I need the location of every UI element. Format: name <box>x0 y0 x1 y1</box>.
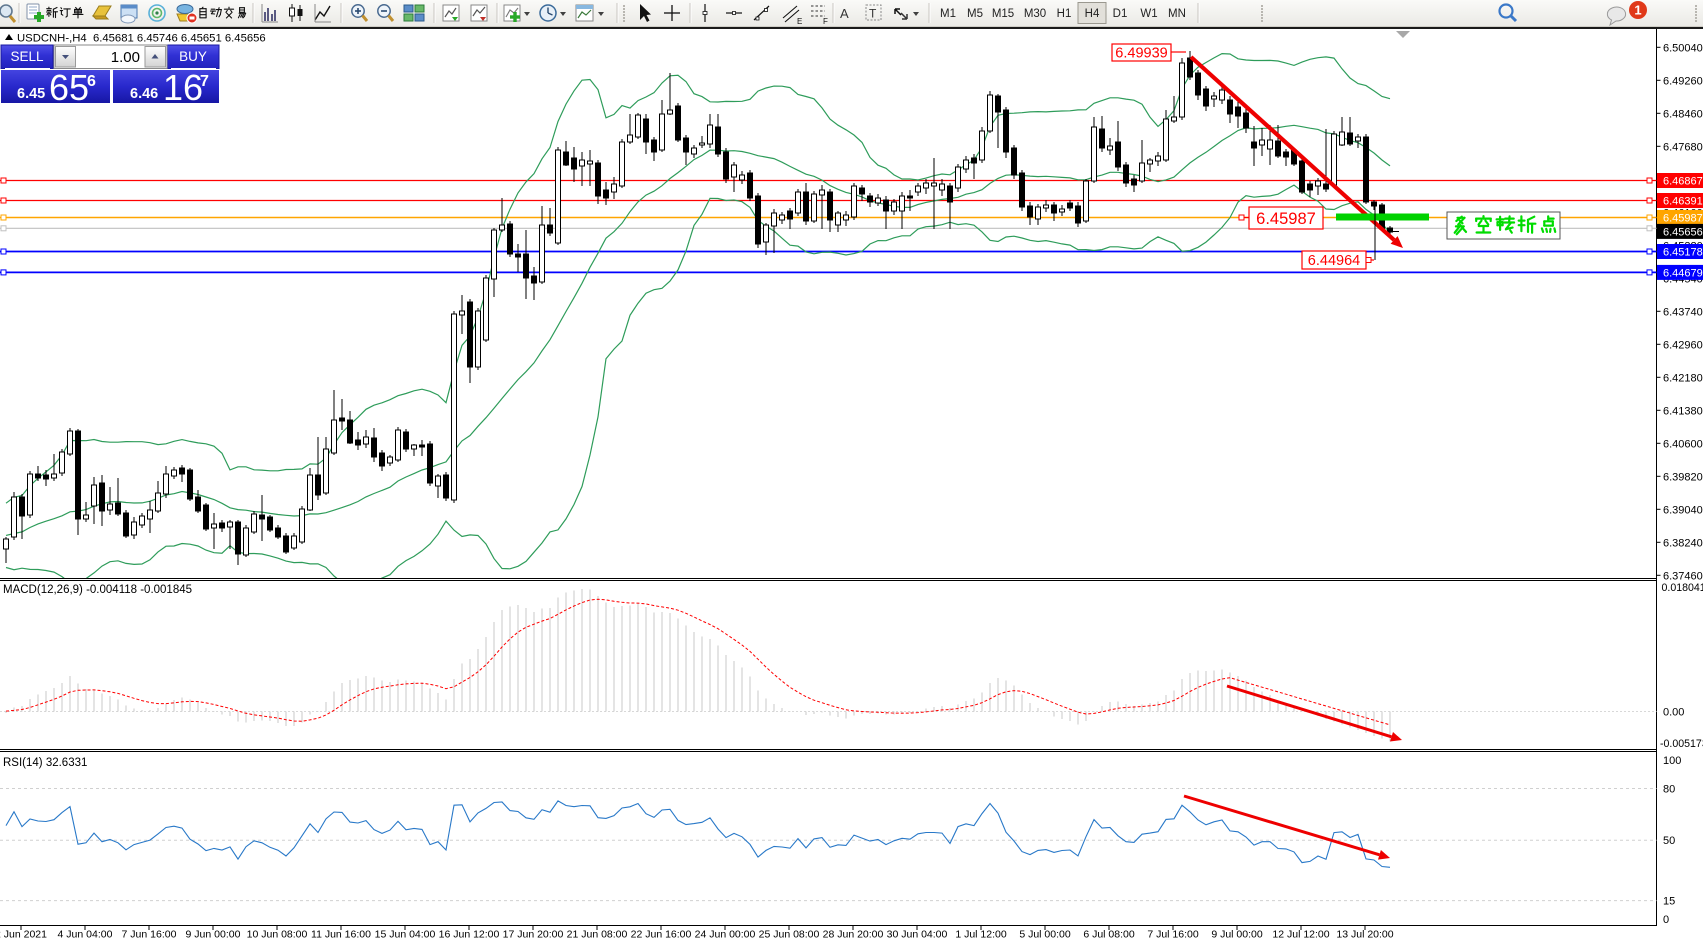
svg-text:0.00: 0.00 <box>1663 707 1684 719</box>
svg-text:2 Jun 2021: 2 Jun 2021 <box>0 929 47 940</box>
svg-text:M1: M1 <box>940 8 956 20</box>
svg-text:6.46391: 6.46391 <box>1663 196 1703 208</box>
svg-text:25 Jun 08:00: 25 Jun 08:00 <box>759 929 820 940</box>
svg-text:1.00: 1.00 <box>111 49 140 66</box>
svg-text:BUY: BUY <box>179 49 207 64</box>
svg-text:6.42180: 6.42180 <box>1663 372 1703 384</box>
svg-text:10 Jun 08:00: 10 Jun 08:00 <box>247 929 308 940</box>
svg-text:H1: H1 <box>1057 8 1072 20</box>
svg-text:6.40600: 6.40600 <box>1663 438 1703 450</box>
svg-text:6 Jul 08:00: 6 Jul 08:00 <box>1083 929 1135 940</box>
svg-text:H4: H4 <box>1085 8 1100 20</box>
svg-text:6.38240: 6.38240 <box>1663 537 1703 549</box>
svg-text:4 Jun 04:00: 4 Jun 04:00 <box>58 929 113 940</box>
svg-text:11 Jun 16:00: 11 Jun 16:00 <box>311 929 371 940</box>
svg-text:F: F <box>823 17 828 26</box>
svg-text:16: 16 <box>163 67 203 108</box>
svg-text:15 Jun 04:00: 15 Jun 04:00 <box>375 929 436 940</box>
svg-text:6.50040: 6.50040 <box>1663 42 1703 54</box>
svg-text:6.45: 6.45 <box>17 86 45 102</box>
svg-text:17 Jun 20:00: 17 Jun 20:00 <box>503 929 564 940</box>
svg-text:9 Jul 00:00: 9 Jul 00:00 <box>1211 929 1263 940</box>
svg-text:6.45987: 6.45987 <box>1256 210 1316 228</box>
svg-text:0.018041: 0.018041 <box>1662 582 1703 594</box>
svg-text:6.49260: 6.49260 <box>1663 75 1703 87</box>
svg-text:80: 80 <box>1663 784 1675 796</box>
svg-text:9 Jun 00:00: 9 Jun 00:00 <box>186 929 241 940</box>
svg-text:W1: W1 <box>1140 8 1157 20</box>
svg-text:7 Jul 16:00: 7 Jul 16:00 <box>1147 929 1199 940</box>
svg-text:30 Jun 04:00: 30 Jun 04:00 <box>887 929 948 940</box>
svg-text:6.47680: 6.47680 <box>1663 141 1703 153</box>
svg-text:6.39820: 6.39820 <box>1663 471 1703 483</box>
svg-text:M15: M15 <box>992 8 1014 20</box>
svg-text:6.48460: 6.48460 <box>1663 108 1703 120</box>
svg-text:50: 50 <box>1663 835 1675 847</box>
svg-text:MN: MN <box>1168 8 1186 20</box>
svg-text:6.41380: 6.41380 <box>1663 405 1703 417</box>
svg-text:100: 100 <box>1663 755 1681 767</box>
svg-text:6.45178: 6.45178 <box>1663 247 1703 259</box>
svg-text:7: 7 <box>200 73 209 90</box>
svg-text:1: 1 <box>1634 3 1641 18</box>
svg-text:12 Jul 12:00: 12 Jul 12:00 <box>1272 929 1329 940</box>
svg-text:13 Jul 20:00: 13 Jul 20:00 <box>1336 929 1393 940</box>
svg-text:MACD(12,26,9) -0.004118 -0.001: MACD(12,26,9) -0.004118 -0.001845 <box>3 584 192 596</box>
svg-text:USDCNH-,H4 6.45681 6.45746 6.: USDCNH-,H4 6.45681 6.45746 6.45651 6.456… <box>17 33 266 45</box>
svg-text:6.37460: 6.37460 <box>1663 570 1703 582</box>
svg-text:RSI(14) 32.6331: RSI(14) 32.6331 <box>3 757 87 769</box>
svg-text:M30: M30 <box>1024 8 1046 20</box>
svg-text:28 Jun 20:00: 28 Jun 20:00 <box>823 929 884 940</box>
svg-text:6.44679: 6.44679 <box>1663 268 1703 280</box>
svg-text:24 Jun 00:00: 24 Jun 00:00 <box>695 929 756 940</box>
svg-text:6.45987: 6.45987 <box>1663 213 1703 225</box>
svg-text:T: T <box>869 7 877 21</box>
svg-text:21 Jun 08:00: 21 Jun 08:00 <box>567 929 628 940</box>
svg-text:7 Jun 16:00: 7 Jun 16:00 <box>122 929 177 940</box>
svg-text:22 Jun 16:00: 22 Jun 16:00 <box>631 929 692 940</box>
svg-text:5 Jul 00:00: 5 Jul 00:00 <box>1019 929 1071 940</box>
svg-text:16 Jun 12:00: 16 Jun 12:00 <box>439 929 500 940</box>
svg-text:6.43740: 6.43740 <box>1663 306 1703 318</box>
svg-text:M5: M5 <box>967 8 983 20</box>
svg-text:D1: D1 <box>1113 8 1128 20</box>
svg-text:6.44964: 6.44964 <box>1308 253 1360 269</box>
svg-text:65: 65 <box>49 67 89 108</box>
svg-text:6.42960: 6.42960 <box>1663 339 1703 351</box>
svg-text:6.45656: 6.45656 <box>1663 227 1703 239</box>
svg-text:6.46867: 6.46867 <box>1663 176 1703 188</box>
svg-text:1 Jul 12:00: 1 Jul 12:00 <box>955 929 1007 940</box>
svg-text:15: 15 <box>1663 896 1675 908</box>
svg-text:A: A <box>840 6 849 21</box>
svg-text:6.46: 6.46 <box>130 86 158 102</box>
svg-text:E: E <box>797 17 802 26</box>
svg-text:6.49939: 6.49939 <box>1115 46 1167 62</box>
svg-text:-0.005173: -0.005173 <box>1660 738 1703 750</box>
svg-text:0: 0 <box>1663 914 1669 926</box>
svg-text:SELL: SELL <box>10 49 44 64</box>
svg-text:6.39040: 6.39040 <box>1663 504 1703 516</box>
svg-text:6: 6 <box>87 73 96 90</box>
